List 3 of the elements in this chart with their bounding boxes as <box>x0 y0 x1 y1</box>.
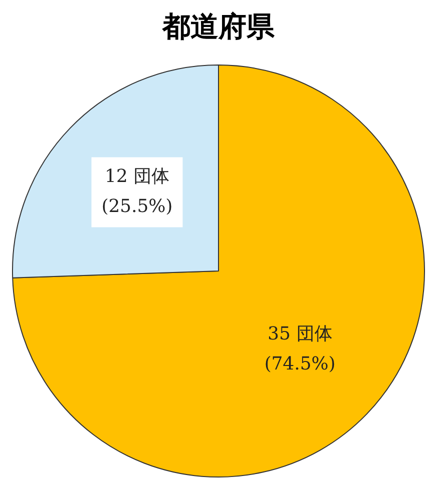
data-label: 12 団体 (25.5%) <box>101 166 173 217</box>
data-label: 35 団体 (74.5%) <box>264 323 336 374</box>
chart-title: 都道府県 <box>161 9 276 45</box>
